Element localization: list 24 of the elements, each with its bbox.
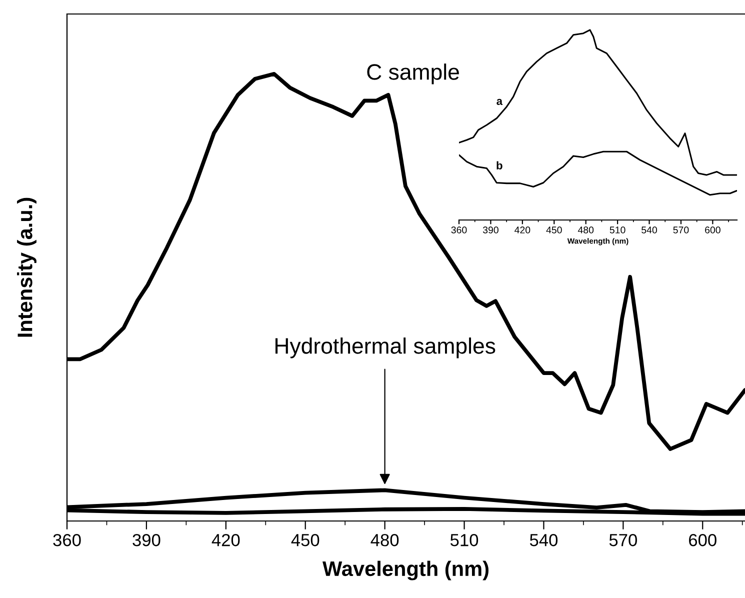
x-tick-label: 360 bbox=[53, 534, 81, 546]
x-tick-label: 540 bbox=[642, 226, 657, 234]
annotation: Hydrothermal samples bbox=[275, 337, 496, 358]
x-tick-label: 600 bbox=[705, 226, 720, 234]
x-tick-label: 420 bbox=[212, 534, 240, 546]
x-tick-label: 510 bbox=[610, 226, 626, 234]
x-tick-label: 420 bbox=[514, 226, 530, 234]
x-tick-label: 570 bbox=[609, 534, 637, 546]
x-tick-label: 570 bbox=[673, 226, 689, 234]
y-axis-title: Intensity (a.u.) bbox=[17, 198, 36, 337]
x-tick-label: 600 bbox=[689, 534, 716, 546]
x-tick-label: 510 bbox=[450, 534, 478, 546]
x-tick-label: 450 bbox=[291, 534, 320, 546]
x-tick-label: 390 bbox=[132, 534, 160, 546]
x-tick-label: 450 bbox=[546, 226, 562, 234]
series-label: a bbox=[496, 98, 503, 106]
x-tick-label: 480 bbox=[578, 226, 594, 234]
x-tick-label: 540 bbox=[530, 534, 558, 546]
x-tick-label: 390 bbox=[482, 226, 498, 234]
series-label: b bbox=[496, 161, 502, 170]
x-axis-title: Wavelength (nm) bbox=[322, 560, 488, 580]
series-label: C sample bbox=[367, 64, 459, 84]
x-tick-label: 360 bbox=[451, 226, 467, 234]
x-tick-label: 480 bbox=[370, 534, 399, 546]
